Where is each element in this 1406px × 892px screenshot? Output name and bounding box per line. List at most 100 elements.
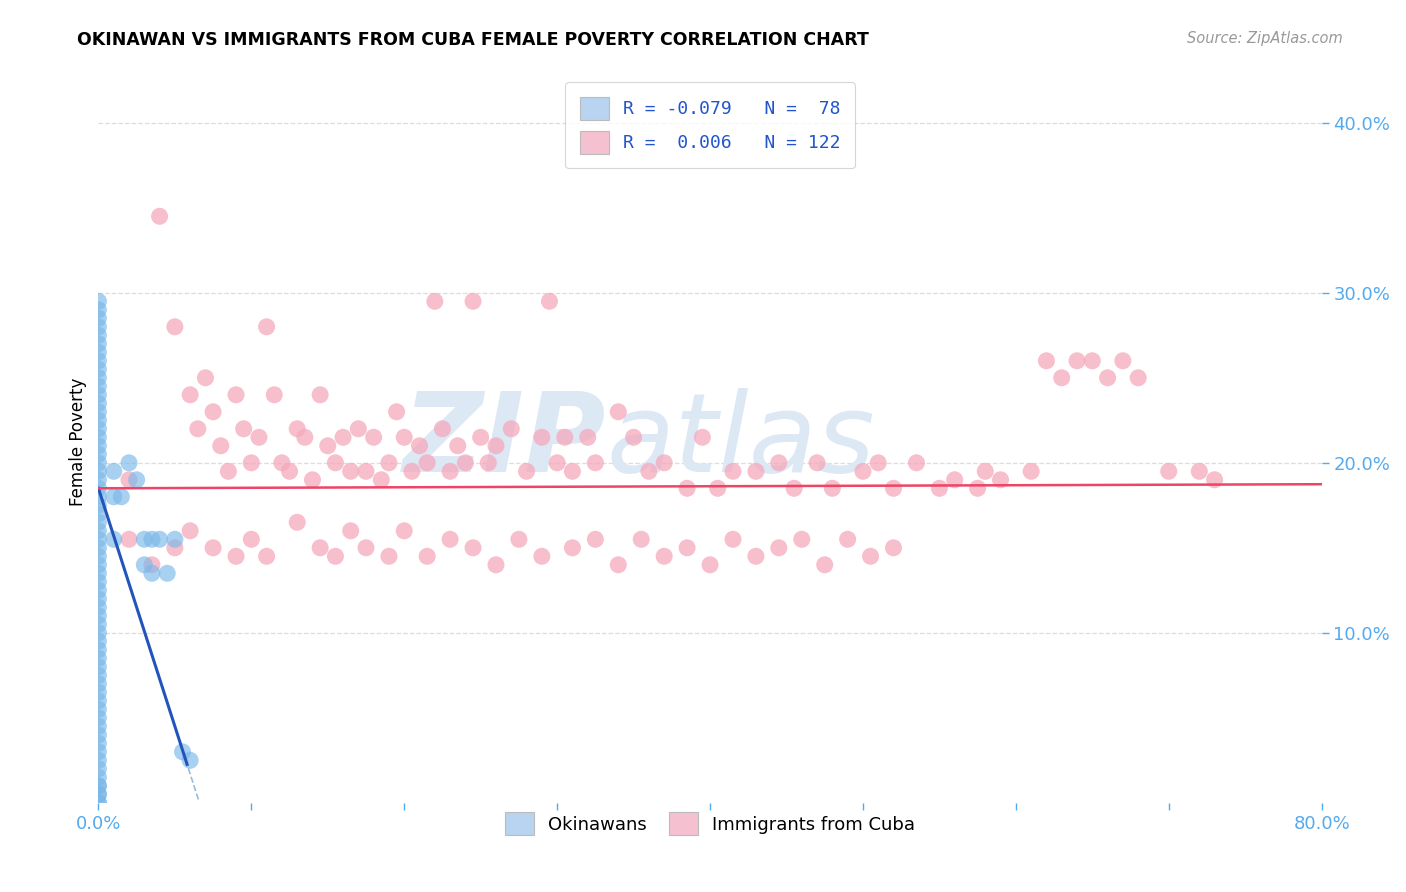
Point — [363, 430, 385, 444]
Point — [745, 549, 768, 564]
Point — [87, 430, 110, 444]
Point — [256, 319, 278, 334]
Point — [501, 422, 523, 436]
Point — [87, 753, 110, 767]
Point — [546, 456, 568, 470]
Point — [392, 524, 416, 538]
Point — [530, 430, 553, 444]
Point — [706, 481, 728, 495]
Point — [416, 456, 439, 470]
Point — [652, 456, 675, 470]
Point — [554, 430, 576, 444]
Point — [1097, 371, 1119, 385]
Point — [325, 549, 347, 564]
Text: OKINAWAN VS IMMIGRANTS FROM CUBA FEMALE POVERTY CORRELATION CHART: OKINAWAN VS IMMIGRANTS FROM CUBA FEMALE … — [77, 31, 869, 49]
Text: ZIP: ZIP — [402, 388, 606, 495]
Point — [87, 353, 110, 368]
Point — [179, 388, 201, 402]
Point — [179, 524, 201, 538]
Point — [439, 533, 461, 547]
Point — [225, 388, 247, 402]
Point — [156, 566, 179, 581]
Point — [87, 779, 110, 793]
Point — [256, 549, 278, 564]
Point — [87, 583, 110, 598]
Point — [187, 422, 209, 436]
Point — [87, 413, 110, 427]
Point — [141, 566, 163, 581]
Point — [1204, 473, 1226, 487]
Point — [806, 456, 828, 470]
Point — [87, 336, 110, 351]
Point — [990, 473, 1012, 487]
Point — [1188, 464, 1211, 478]
Point — [87, 770, 110, 784]
Point — [103, 533, 125, 547]
Point — [263, 388, 285, 402]
Point — [461, 541, 484, 555]
Point — [87, 302, 110, 317]
Point — [87, 617, 110, 632]
Point — [225, 549, 247, 564]
Point — [439, 464, 461, 478]
Point — [354, 541, 377, 555]
Point — [87, 660, 110, 674]
Point — [392, 430, 416, 444]
Point — [470, 430, 492, 444]
Point — [354, 464, 377, 478]
Point — [1128, 371, 1150, 385]
Point — [87, 379, 110, 393]
Point — [247, 430, 270, 444]
Point — [87, 668, 110, 682]
Point — [868, 456, 890, 470]
Point — [278, 464, 301, 478]
Point — [87, 405, 110, 419]
Point — [179, 753, 201, 767]
Point — [87, 439, 110, 453]
Point — [309, 388, 332, 402]
Point — [240, 456, 263, 470]
Point — [285, 516, 308, 530]
Point — [87, 549, 110, 564]
Point — [87, 787, 110, 801]
Point — [790, 533, 813, 547]
Point — [87, 796, 110, 810]
Point — [905, 456, 928, 470]
Point — [118, 533, 141, 547]
Point — [87, 745, 110, 759]
Point — [87, 456, 110, 470]
Point — [87, 362, 110, 376]
Point — [477, 456, 499, 470]
Point — [125, 473, 148, 487]
Text: atlas: atlas — [606, 388, 875, 495]
Point — [652, 549, 675, 564]
Point — [118, 473, 141, 487]
Point — [561, 541, 583, 555]
Text: Source: ZipAtlas.com: Source: ZipAtlas.com — [1187, 31, 1343, 46]
Point — [943, 473, 966, 487]
Point — [1081, 353, 1104, 368]
Point — [837, 533, 859, 547]
Point — [416, 549, 439, 564]
Point — [87, 634, 110, 648]
Point — [325, 456, 347, 470]
Point — [699, 558, 721, 572]
Point — [87, 787, 110, 801]
Point — [285, 422, 308, 436]
Point — [87, 498, 110, 512]
Point — [401, 464, 423, 478]
Point — [87, 608, 110, 623]
Point — [607, 405, 630, 419]
Point — [194, 371, 217, 385]
Point — [883, 541, 905, 555]
Point — [134, 558, 156, 572]
Point — [110, 490, 132, 504]
Point — [1157, 464, 1180, 478]
Point — [538, 294, 561, 309]
Point — [87, 388, 110, 402]
Point — [1035, 353, 1057, 368]
Point — [676, 541, 699, 555]
Point — [87, 319, 110, 334]
Point — [408, 439, 430, 453]
Point — [676, 481, 699, 495]
